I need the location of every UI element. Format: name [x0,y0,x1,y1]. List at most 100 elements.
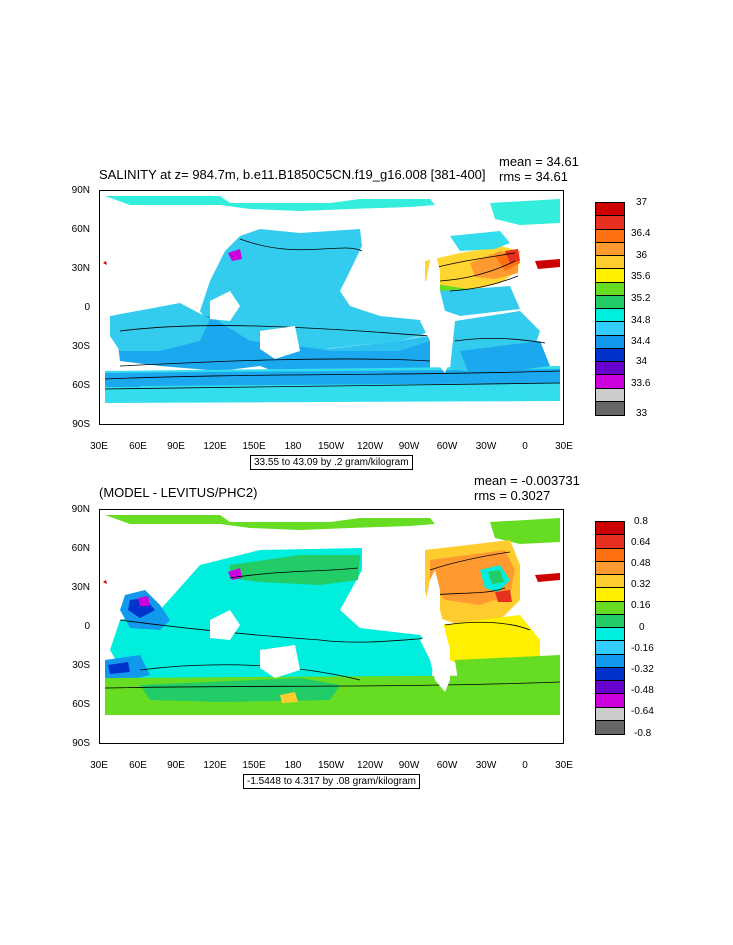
colorbar-swatch [596,548,624,562]
panel2-xtick: 30W [475,760,497,771]
panel1-rms: rms = 34.61 [499,169,569,184]
panel1-title: SALINITY at z= 984.7m, b.e11.B1850C5CN.f… [99,167,486,182]
panel1-xtick: 150W [317,441,345,452]
panel1-mean: mean = 34.61 [499,154,579,169]
colorbar-swatch [596,535,624,549]
colorbar-swatch [596,694,624,708]
colorbar-swatch [596,309,624,323]
colorbar-swatch [596,401,624,415]
panel1-xtick: 30E [555,441,573,452]
panel1-colorbar-label: 37 [636,197,648,208]
panel2-colorbar-label: 0.8 [634,516,648,527]
panel1-xtick: 0 [522,441,528,452]
colorbar-swatch [596,641,624,655]
panel1-colorbar-label: 36.4 [631,228,651,239]
panel1-xtick: 150E [242,441,266,452]
panel1-map-graphic [103,196,561,403]
panel2-ytick: 60N [71,543,90,554]
panel2-xtick: 180 [284,760,302,771]
panel2-xtick: 90W [398,760,420,771]
panel2-xtick: 0 [522,760,528,771]
panel2-xtick: 90E [167,760,185,771]
panel2-colorbar-label: -0.32 [631,664,654,675]
colorbar-swatch [596,588,624,602]
colorbar-swatch [596,575,624,589]
panel2-ytick: 90N [71,504,90,515]
panel2-map [99,509,564,744]
panel1-ytick: 60N [71,224,90,235]
panel1-xtick: 180 [284,441,302,452]
panel2-colorbar-label: -0.16 [631,643,654,654]
panel2-map-graphic [103,515,561,715]
panel1-xtick: 30E [90,441,108,452]
panel2-xtick: 30E [555,760,573,771]
panel1-colorbar-label: 35.6 [631,271,651,282]
colorbar-swatch [596,614,624,628]
panel2-xtick: 60E [129,760,147,771]
panel1-colorbar-label: 33 [636,408,648,419]
panel1-colorbar [595,202,625,416]
panel1-ytick: 90S [72,419,90,430]
colorbar-swatch [596,229,624,243]
colorbar-swatch [596,388,624,402]
panel1-contour-info: 33.55 to 43.09 by .2 gram/kilogram [250,455,413,470]
colorbar-swatch [596,335,624,349]
panel1-ytick: 60S [72,380,90,391]
colorbar-swatch [596,362,624,376]
colorbar-swatch [596,720,624,734]
panel1-map [99,190,564,425]
panel1-colorbar-label: 34.4 [631,336,651,347]
panel2-colorbar-label: 0.48 [631,558,651,569]
panel1-colorbar-label: 35.2 [631,293,651,304]
panel2-title: (MODEL - LEVITUS/PHC2) [99,485,258,500]
panel2-xtick: 150W [317,760,345,771]
colorbar-swatch [596,216,624,230]
panel2-mean: mean = -0.003731 [474,473,580,488]
colorbar-swatch [596,282,624,296]
panel2-xtick: 60W [436,760,458,771]
panel2-ytick: 90S [72,738,90,749]
panel1-xtick: 30W [475,441,497,452]
panel2-xtick: 30E [90,760,108,771]
panel1-xtick: 60W [436,441,458,452]
panel1-colorbar-label: 34 [636,356,648,367]
panel2-colorbar-label: 0.16 [631,600,651,611]
colorbar-swatch [596,295,624,309]
panel2-contour-info: -1.5448 to 4.317 by .08 gram/kilogram [243,774,420,789]
colorbar-swatch [596,628,624,642]
panel2-colorbar-label: -0.48 [631,685,654,696]
colorbar-swatch [596,269,624,283]
panel2-xtick: 120W [356,760,384,771]
colorbar-swatch [596,601,624,615]
panel2-ytick: 0 [84,621,90,632]
colorbar-swatch [596,707,624,721]
colorbar-swatch [596,522,624,536]
panel2-colorbar [595,521,625,735]
panel1-colorbar-label: 33.6 [631,378,651,389]
panel2-colorbar-label: -0.64 [631,706,654,717]
panel2-ytick: 30N [71,582,90,593]
panel1-ytick: 0 [84,302,90,313]
panel2-colorbar-label: 0.64 [631,537,651,548]
colorbar-swatch [596,667,624,681]
panel1-xtick: 120W [356,441,384,452]
panel1-xtick: 90W [398,441,420,452]
panel2-colorbar-label: 0.32 [631,579,651,590]
colorbar-swatch [596,681,624,695]
panel2-xtick: 120E [203,760,227,771]
panel1-xtick: 90E [167,441,185,452]
colorbar-swatch [596,203,624,217]
colorbar-swatch [596,256,624,270]
colorbar-swatch [596,348,624,362]
panel2-ytick: 60S [72,699,90,710]
colorbar-swatch [596,561,624,575]
colorbar-swatch [596,654,624,668]
colorbar-swatch [596,375,624,389]
panel2-colorbar-label: 0 [639,622,645,633]
panel1-colorbar-label: 36 [636,250,648,261]
panel1-ytick: 30S [72,341,90,352]
panel1-ytick: 90N [71,185,90,196]
panel2-xtick: 150E [242,760,266,771]
panel2-ytick: 30S [72,660,90,671]
panel1-colorbar-label: 34.8 [631,315,651,326]
